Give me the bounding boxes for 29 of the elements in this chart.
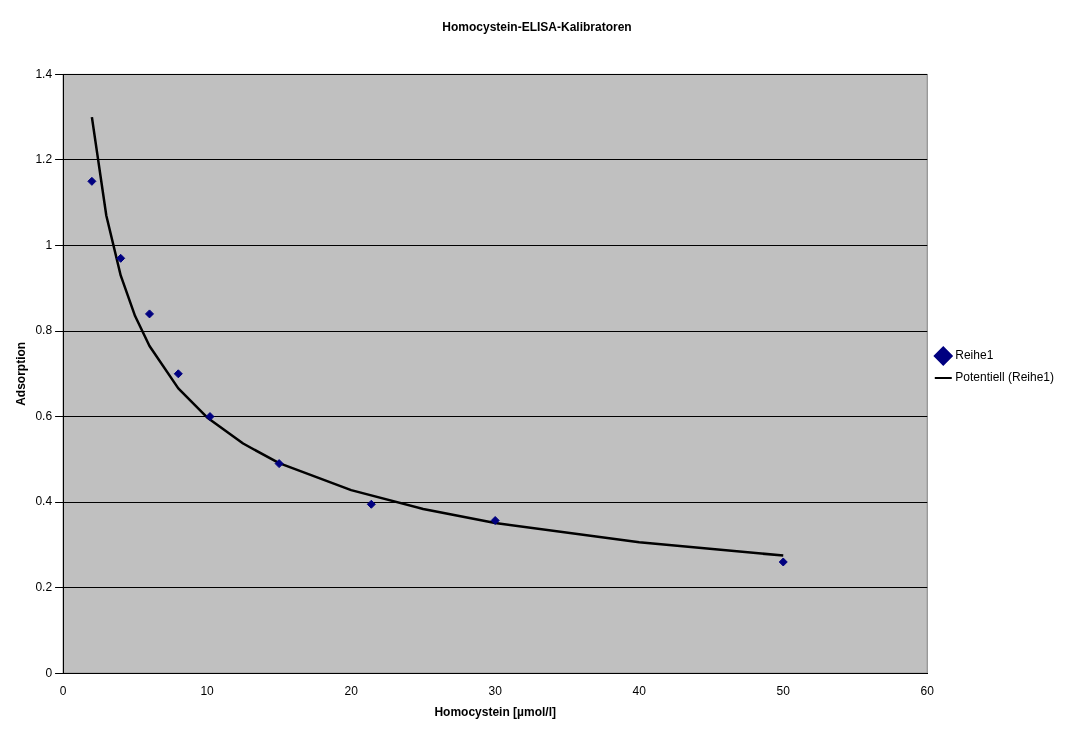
point: [116, 253, 126, 263]
y-tick-label: 0.4: [35, 494, 53, 509]
y-tick-label: 1: [45, 237, 53, 252]
y-tick-label: 0.8: [35, 323, 53, 338]
point: [173, 369, 183, 379]
x-tick-label: 40: [632, 683, 647, 698]
legend-label: Potentiell (Reihe1): [955, 370, 1054, 385]
x-axis-title: Homocystein [µmol/l]: [434, 705, 556, 720]
x-tick-label: 0: [59, 683, 67, 698]
x-tick-label: 50: [776, 683, 791, 698]
x-tick-label: 10: [200, 683, 215, 698]
x-tick-label: 60: [920, 683, 935, 698]
y-tick-label: 1.2: [35, 152, 53, 167]
chart-title: Homocystein-ELISA-Kalibratoren: [442, 19, 632, 34]
y-tick-label: 1.4: [35, 66, 53, 81]
point: [366, 499, 376, 509]
x-tick-label: 20: [344, 683, 359, 698]
y-axis-title: Adsorption: [13, 341, 28, 406]
point: [87, 176, 97, 186]
point: [490, 516, 500, 526]
legend-label: Reihe1: [955, 348, 994, 363]
point: [145, 309, 154, 319]
x-tick-label: 30: [488, 683, 503, 698]
point: [274, 459, 284, 469]
y-tick-label: 0.2: [35, 579, 53, 594]
y-tick-label: 0.6: [35, 408, 53, 423]
point: [778, 557, 788, 567]
point: [205, 412, 215, 422]
y-tick-label: 0: [45, 665, 53, 680]
